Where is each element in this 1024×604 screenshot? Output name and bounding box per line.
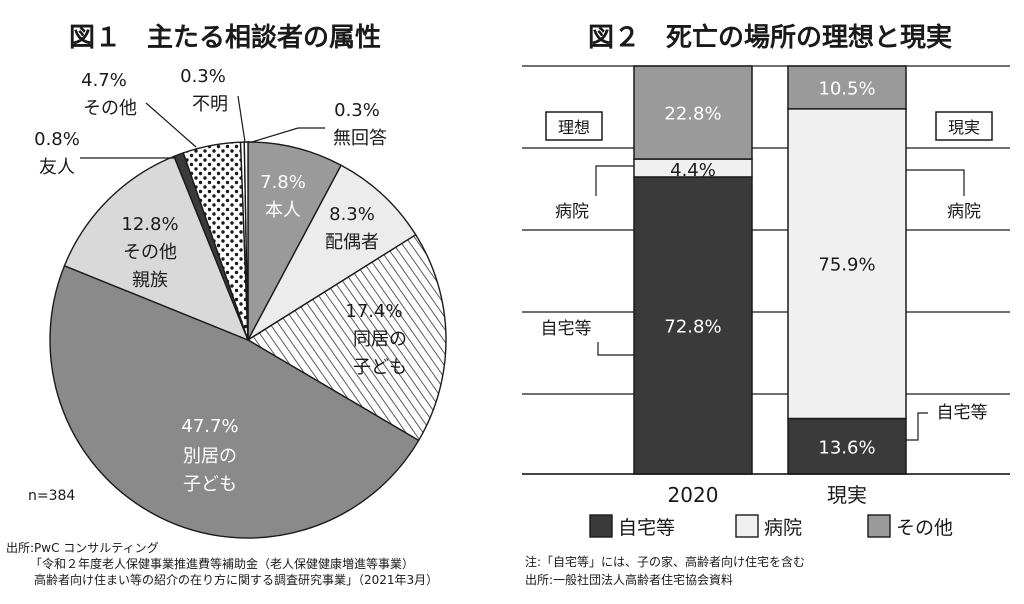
pie-slice-0 xyxy=(247,141,343,341)
pie-labels: 7.8%本人 8.3%配偶者17.4%同居の子ども47.7%別居の子ども12.8%… xyxy=(34,66,407,495)
bar-segment-1-0 xyxy=(787,417,907,475)
pie-slice-4 xyxy=(63,155,250,342)
pie-slice-8 xyxy=(243,141,249,341)
pie-value-label-5: 0.8% xyxy=(34,129,80,150)
figure1-title: 図１ 主たる相談者の属性 xyxy=(69,22,381,53)
pie-name-label-8: 無回答 xyxy=(333,128,387,149)
pie-value-label-2: 17.4% xyxy=(345,301,402,322)
legend: 自宅等 病院 その他 xyxy=(589,514,953,539)
pie-name-label-3-line-0: 別居の xyxy=(183,446,237,467)
bar-value-label-1-2: 10.5% xyxy=(818,78,875,99)
side-label-hospital-ideal-bg xyxy=(538,197,606,223)
side-label-home-ideal-leader xyxy=(597,342,634,356)
pie-leader-line-7 xyxy=(237,95,246,143)
pie-name-label-2-line-1: 子ども xyxy=(353,357,407,378)
bar-segment-1-1 xyxy=(787,108,907,420)
bar-segment-1-2 xyxy=(787,65,907,110)
pie-name-label-1: 配偶者 xyxy=(325,232,379,253)
pie-name-label-6: その他 xyxy=(83,98,137,119)
sample-size-label: n=384 xyxy=(28,488,75,504)
pie-leader-line-6 xyxy=(145,102,197,148)
pie-slice-3 xyxy=(49,264,420,539)
side-label-home-ideal-bg xyxy=(532,314,600,340)
pie-value-label-7: 0.3% xyxy=(180,66,226,87)
pie-name-label-3-line-1: 子ども xyxy=(183,474,237,495)
side-label-hospital-real-leader xyxy=(906,169,965,196)
pie-slice-2 xyxy=(246,233,447,442)
pie-name-label-4-line-0: その他 xyxy=(123,242,177,263)
side-label-hospital-real-bg xyxy=(930,197,998,223)
category-label-0: 2020 xyxy=(668,483,719,507)
bar-segment-0-2 xyxy=(633,65,753,160)
ideal-label-box xyxy=(545,111,603,141)
legend-swatch-1 xyxy=(735,514,759,538)
pie-value-label-8: 0.3% xyxy=(334,100,380,121)
legend-swatch-0 xyxy=(589,514,613,538)
side-label-home-real-leader xyxy=(906,412,934,441)
pie-name-label-5: 友人 xyxy=(39,157,75,178)
pie-value-label-1: 8.3% xyxy=(329,204,375,225)
side-label-hospital-ideal-leader xyxy=(595,165,634,196)
pie-name-label-0: 本人 xyxy=(265,200,301,221)
pie-name-label-4-line-1: 親族 xyxy=(132,270,168,291)
pie-leader-line-8 xyxy=(251,127,325,143)
figure2-note-line-2: 出所:一般社団法人高齢者住宅協会資料 xyxy=(525,572,733,587)
pie-value-label-0: 7.8% xyxy=(260,172,306,193)
bar-value-label-1-0: 13.6% xyxy=(818,437,875,458)
legend-label-0: 自宅等 xyxy=(618,517,675,539)
figure1-source-line-2: 「令和２年度老人保健事業推進費等補助金（老人保健健康増進等事業） xyxy=(30,556,414,571)
bar-value-label-0-1: 4.4% xyxy=(670,160,716,181)
figure2-title: 図２ 死亡の場所の理想と現実 xyxy=(588,22,952,53)
category-label-1: 現実 xyxy=(827,483,867,507)
side-label-home-ideal: 自宅等 xyxy=(541,319,592,339)
figure1-source-line-1: 出所:PwC コンサルティング xyxy=(6,541,159,555)
bar-value-label-0-2: 22.8% xyxy=(664,104,721,125)
bar-value-label-1-1: 75.9% xyxy=(818,255,875,276)
pie-slice-1 xyxy=(246,164,417,342)
side-label-home-real-bg xyxy=(928,398,996,424)
side-label-hospital-ideal: 病院 xyxy=(555,202,589,222)
legend-label-2: その他 xyxy=(896,517,953,539)
side-label-home-real: 自宅等 xyxy=(937,403,988,423)
pie-name-label-2-line-0: 同居の xyxy=(353,329,407,350)
bar-value-label-0-0: 72.8% xyxy=(664,316,721,337)
figure1-source-line-3: 高齢者向け住まい等の紹介の在り方に関する調査研究事業」（2021年3月） xyxy=(34,572,438,587)
stacked-bar-chart: 72.8%4.4%22.8%202013.6%75.9%10.5%現実病院自宅等… xyxy=(522,65,1010,507)
legend-label-1: 病院 xyxy=(764,517,802,539)
pie-chart xyxy=(49,141,447,539)
pie-value-label-6: 4.7% xyxy=(81,70,127,91)
side-label-hospital-real: 病院 xyxy=(947,202,981,222)
pie-name-label-7: 不明 xyxy=(192,94,228,115)
legend-swatch-2 xyxy=(867,514,891,538)
pie-value-label-3: 47.7% xyxy=(181,416,238,437)
pie-value-label-4: 12.8% xyxy=(121,214,178,235)
real-label-box xyxy=(935,111,993,141)
ideal-label: 理想 xyxy=(558,118,590,137)
real-label: 現実 xyxy=(948,118,980,137)
figure2-note-line-1: 注:「自宅等」には、子の家、高齢者向け住宅を含む xyxy=(525,554,805,569)
